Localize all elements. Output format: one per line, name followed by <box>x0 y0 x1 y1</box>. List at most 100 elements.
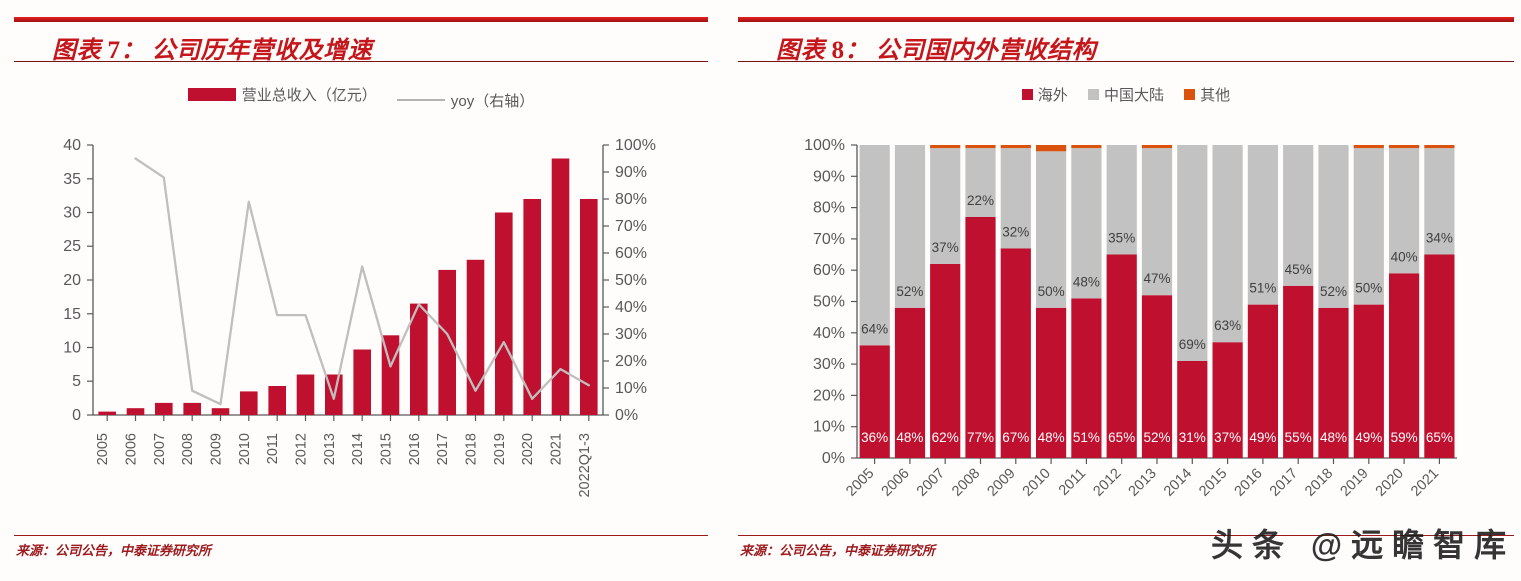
svg-text:49%: 49% <box>1249 430 1276 445</box>
svg-text:70%: 70% <box>813 231 845 248</box>
svg-text:36%: 36% <box>861 430 888 445</box>
svg-text:50%: 50% <box>813 294 845 311</box>
svg-text:2008: 2008 <box>949 466 983 500</box>
svg-text:52%: 52% <box>1320 284 1347 299</box>
svg-text:0%: 0% <box>615 407 638 424</box>
svg-text:2013: 2013 <box>322 433 338 465</box>
svg-text:20%: 20% <box>813 387 845 404</box>
svg-text:60%: 60% <box>615 245 647 262</box>
svg-text:90%: 90% <box>615 164 647 181</box>
svg-text:30: 30 <box>63 205 81 222</box>
svg-text:5: 5 <box>72 373 81 390</box>
svg-text:30%: 30% <box>615 326 647 343</box>
svg-text:25: 25 <box>63 238 81 255</box>
svg-text:40%: 40% <box>1391 249 1418 264</box>
svg-text:2016: 2016 <box>407 433 423 465</box>
svg-text:47%: 47% <box>1143 271 1170 286</box>
svg-text:49%: 49% <box>1355 430 1382 445</box>
svg-text:2014: 2014 <box>1161 466 1195 500</box>
svg-text:2020: 2020 <box>520 433 536 465</box>
svg-text:40: 40 <box>63 137 81 154</box>
svg-text:70%: 70% <box>615 218 647 235</box>
svg-text:100%: 100% <box>804 137 845 154</box>
svg-text:50%: 50% <box>615 272 647 289</box>
svg-text:2015: 2015 <box>1196 466 1230 500</box>
svg-text:52%: 52% <box>896 284 923 299</box>
svg-text:35%: 35% <box>1108 231 1135 246</box>
svg-text:2005: 2005 <box>95 433 111 465</box>
svg-text:80%: 80% <box>615 191 647 208</box>
svg-text:2008: 2008 <box>180 433 196 465</box>
svg-text:2013: 2013 <box>1126 466 1160 500</box>
svg-text:2020: 2020 <box>1373 466 1407 500</box>
svg-text:2019: 2019 <box>1337 466 1371 500</box>
svg-text:2011: 2011 <box>1056 466 1089 499</box>
svg-text:2010: 2010 <box>237 433 253 465</box>
svg-text:60%: 60% <box>813 262 845 279</box>
svg-text:20%: 20% <box>615 353 647 370</box>
svg-text:2017: 2017 <box>435 433 451 465</box>
svg-text:0: 0 <box>72 407 81 424</box>
svg-text:15: 15 <box>63 306 81 323</box>
svg-text:48%: 48% <box>1038 430 1065 445</box>
svg-text:48%: 48% <box>1073 274 1100 289</box>
svg-text:51%: 51% <box>1073 430 1100 445</box>
svg-text:63%: 63% <box>1214 318 1241 333</box>
svg-text:31%: 31% <box>1179 430 1206 445</box>
svg-text:90%: 90% <box>813 168 845 185</box>
svg-text:2006: 2006 <box>124 433 140 465</box>
svg-text:45%: 45% <box>1285 262 1312 277</box>
svg-text:55%: 55% <box>1285 430 1312 445</box>
svg-text:2017: 2017 <box>1267 466 1301 500</box>
svg-text:37%: 37% <box>1214 430 1241 445</box>
svg-text:2018: 2018 <box>464 433 480 465</box>
svg-text:2021: 2021 <box>1408 466 1442 500</box>
svg-text:65%: 65% <box>1426 430 1453 445</box>
svg-text:100%: 100% <box>615 137 656 154</box>
svg-text:50%: 50% <box>1355 281 1382 296</box>
svg-text:62%: 62% <box>932 430 959 445</box>
svg-text:48%: 48% <box>1320 430 1347 445</box>
svg-text:2005: 2005 <box>843 466 877 500</box>
svg-text:10%: 10% <box>615 380 647 397</box>
svg-text:2011: 2011 <box>265 433 281 464</box>
svg-text:2009: 2009 <box>209 433 225 465</box>
svg-text:48%: 48% <box>896 430 923 445</box>
svg-text:50%: 50% <box>1038 284 1065 299</box>
svg-text:30%: 30% <box>813 356 845 373</box>
svg-text:10%: 10% <box>813 419 845 436</box>
svg-text:37%: 37% <box>932 240 959 255</box>
svg-text:2018: 2018 <box>1302 466 1336 500</box>
svg-text:2021: 2021 <box>549 433 565 465</box>
svg-text:59%: 59% <box>1391 430 1418 445</box>
svg-text:2019: 2019 <box>492 433 508 465</box>
svg-text:2010: 2010 <box>1020 466 1054 500</box>
svg-text:51%: 51% <box>1249 281 1276 296</box>
svg-text:2016: 2016 <box>1232 466 1266 500</box>
svg-text:22%: 22% <box>967 193 994 208</box>
svg-text:20: 20 <box>63 272 81 289</box>
svg-text:77%: 77% <box>967 430 994 445</box>
svg-text:40%: 40% <box>615 299 647 316</box>
svg-text:34%: 34% <box>1426 231 1453 246</box>
svg-text:2022Q1-3: 2022Q1-3 <box>577 433 593 498</box>
svg-text:2015: 2015 <box>379 433 395 465</box>
svg-text:80%: 80% <box>813 200 845 217</box>
svg-text:35: 35 <box>63 171 81 188</box>
svg-text:2006: 2006 <box>879 466 913 500</box>
svg-text:2014: 2014 <box>350 433 366 465</box>
svg-text:2007: 2007 <box>914 466 948 500</box>
svg-text:2012: 2012 <box>294 433 310 465</box>
svg-text:10: 10 <box>63 340 81 357</box>
svg-text:67%: 67% <box>1002 430 1029 445</box>
svg-text:69%: 69% <box>1179 337 1206 352</box>
svg-text:40%: 40% <box>813 325 845 342</box>
svg-text:65%: 65% <box>1108 430 1135 445</box>
svg-text:2012: 2012 <box>1090 466 1124 500</box>
svg-text:32%: 32% <box>1002 224 1029 239</box>
svg-text:2007: 2007 <box>152 433 168 465</box>
svg-text:2009: 2009 <box>984 466 1018 500</box>
svg-text:64%: 64% <box>861 321 888 336</box>
svg-text:0%: 0% <box>822 450 845 467</box>
svg-text:52%: 52% <box>1143 430 1170 445</box>
